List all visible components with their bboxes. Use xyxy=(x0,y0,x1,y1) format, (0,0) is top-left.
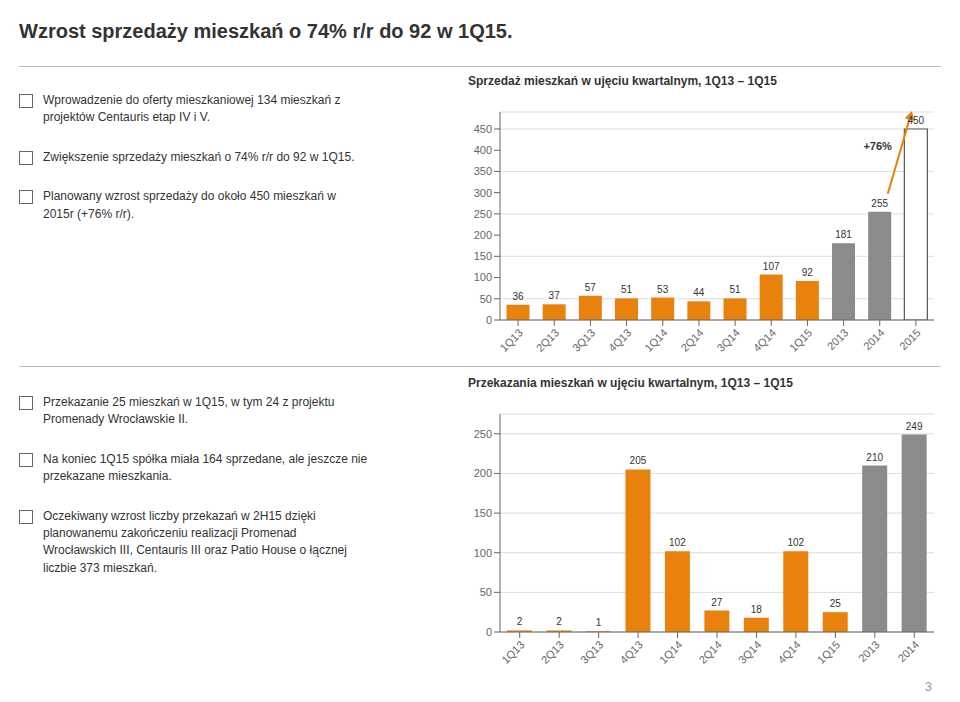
svg-text:255: 255 xyxy=(871,198,888,209)
html-text:Planowany wzrost sprzedaży do: Planowany wzrost sprzedaży do około 450 … xyxy=(43,189,336,221)
svg-text:249: 249 xyxy=(906,421,923,432)
html-text:Przekazanie 25 mieszkań w 1Q15: Przekazanie 25 mieszkań w 1Q15, w tym 24… xyxy=(43,395,335,427)
svg-text:3Q14: 3Q14 xyxy=(736,638,764,666)
svg-text:36: 36 xyxy=(512,291,524,302)
svg-text:102: 102 xyxy=(787,537,804,548)
svg-text:51: 51 xyxy=(621,284,633,295)
html-text:Wzrost sprzedaży mieszkań o 74: Wzrost sprzedaży mieszkań o 74% r/r do 9… xyxy=(19,20,513,42)
svg-text:2Q13: 2Q13 xyxy=(534,326,562,354)
svg-text:1Q14: 1Q14 xyxy=(642,326,670,354)
svg-text:1Q15: 1Q15 xyxy=(787,326,815,354)
html-text:3: 3 xyxy=(924,679,932,694)
html-text:Przekazania mieszkań w ujęciu: Przekazania mieszkań w ujęciu kwartalnym… xyxy=(468,376,793,390)
svg-text:2Q14: 2Q14 xyxy=(696,638,724,666)
svg-text:210: 210 xyxy=(866,452,883,463)
svg-text:450: 450 xyxy=(907,115,924,126)
svg-text:1Q14: 1Q14 xyxy=(657,638,685,666)
svg-text:4Q14: 4Q14 xyxy=(751,326,779,354)
svg-text:4Q13: 4Q13 xyxy=(618,638,646,666)
svg-text:400: 400 xyxy=(474,144,492,156)
html-text:Sprzedaż mieszkań w ujęciu kwa: Sprzedaż mieszkań w ujęciu kwartalnym, 1… xyxy=(468,74,777,88)
svg-text:1Q13: 1Q13 xyxy=(499,638,527,666)
svg-text:3Q14: 3Q14 xyxy=(714,326,742,354)
svg-text:150: 150 xyxy=(474,250,492,262)
svg-text:200: 200 xyxy=(474,229,492,241)
html-text:Na koniec 1Q15 spółka miała 16: Na koniec 1Q15 spółka miała 164 sprzedan… xyxy=(43,451,368,484)
svg-text:2013: 2013 xyxy=(825,326,851,352)
svg-text:50: 50 xyxy=(480,586,492,598)
svg-text:44: 44 xyxy=(693,287,705,298)
html-text:Wprowadzenie do oferty mieszka: Wprowadzenie do oferty mieszkaniowej 134… xyxy=(43,93,341,125)
svg-text:0: 0 xyxy=(486,314,492,326)
svg-text:3Q13: 3Q13 xyxy=(570,326,598,354)
svg-text:2: 2 xyxy=(556,616,562,627)
svg-text:4Q13: 4Q13 xyxy=(606,326,634,354)
svg-text:0: 0 xyxy=(486,626,492,638)
html-text:Zwiększenie sprzedaży mieszkań: Zwiększenie sprzedaży mieszkań o 74% r/r… xyxy=(43,149,355,164)
svg-text:300: 300 xyxy=(474,187,492,199)
svg-text:50: 50 xyxy=(480,293,492,305)
html-text:Oczekiwany wzrost liczby przek: Oczekiwany wzrost liczby przekazań w 2H1… xyxy=(43,508,347,575)
svg-text:102: 102 xyxy=(669,537,686,548)
svg-text:2Q14: 2Q14 xyxy=(678,326,706,354)
svg-text:2013: 2013 xyxy=(856,638,882,664)
svg-text:92: 92 xyxy=(802,267,814,278)
svg-text:200: 200 xyxy=(474,467,492,479)
svg-text:450: 450 xyxy=(474,123,492,135)
svg-text:100: 100 xyxy=(474,547,492,559)
svg-text:1: 1 xyxy=(596,617,602,628)
svg-text:181: 181 xyxy=(835,229,852,240)
svg-text:18: 18 xyxy=(751,604,763,615)
svg-text:+76%: +76% xyxy=(863,140,892,152)
svg-text:107: 107 xyxy=(763,261,780,272)
svg-text:350: 350 xyxy=(474,165,492,177)
svg-text:250: 250 xyxy=(474,428,492,440)
svg-text:2014: 2014 xyxy=(861,326,887,352)
svg-text:150: 150 xyxy=(474,507,492,519)
svg-text:250: 250 xyxy=(474,208,492,220)
svg-text:53: 53 xyxy=(657,284,669,295)
svg-text:2015: 2015 xyxy=(897,326,923,352)
svg-text:2014: 2014 xyxy=(895,638,921,664)
svg-text:3Q13: 3Q13 xyxy=(578,638,606,666)
svg-text:1Q15: 1Q15 xyxy=(815,638,843,666)
svg-text:2Q13: 2Q13 xyxy=(539,638,567,666)
svg-text:57: 57 xyxy=(585,282,597,293)
svg-text:37: 37 xyxy=(549,290,561,301)
svg-text:25: 25 xyxy=(830,598,842,609)
svg-text:27: 27 xyxy=(711,597,723,608)
svg-text:100: 100 xyxy=(474,271,492,283)
svg-text:1Q13: 1Q13 xyxy=(497,326,525,354)
svg-text:51: 51 xyxy=(729,284,741,295)
svg-text:4Q14: 4Q14 xyxy=(775,638,803,666)
svg-text:205: 205 xyxy=(630,455,647,466)
svg-text:2: 2 xyxy=(517,616,523,627)
